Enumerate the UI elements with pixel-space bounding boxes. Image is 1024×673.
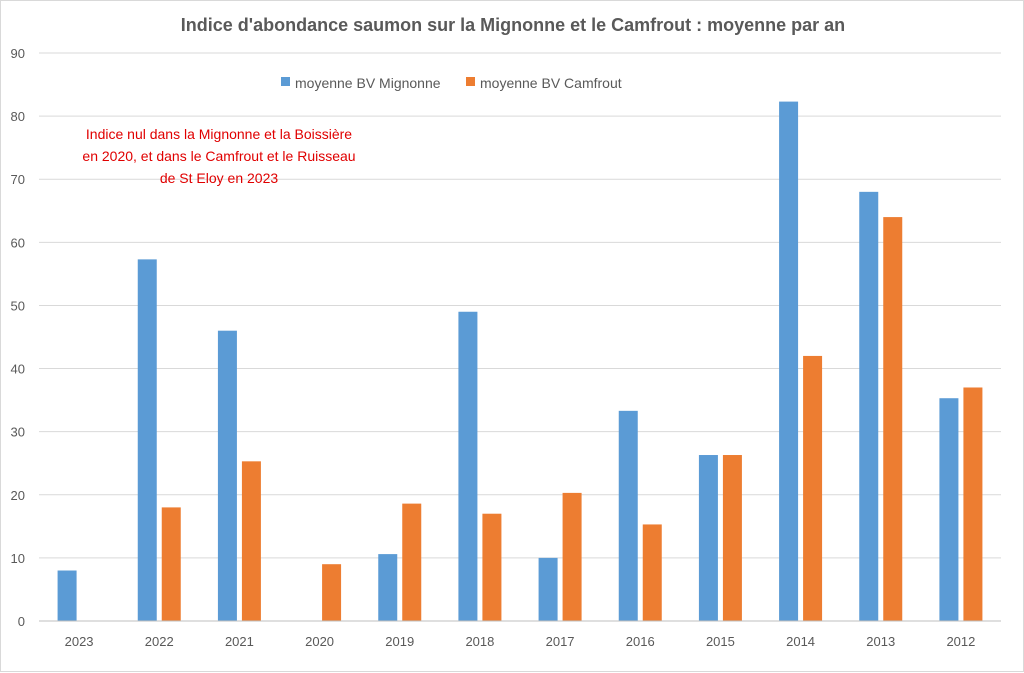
x-tick-label: 2015 [706, 634, 735, 649]
bar-mignonne-2017 [538, 557, 558, 621]
bar-camfrout-2018 [482, 513, 502, 621]
x-tick-label: 2012 [946, 634, 975, 649]
y-tick-label: 50 [11, 298, 25, 313]
y-tick-label: 90 [11, 46, 25, 61]
y-tick-label: 20 [11, 488, 25, 503]
bar-camfrout-2015 [722, 455, 742, 621]
bar-camfrout-2016 [642, 524, 662, 621]
y-tick-label: 40 [11, 362, 25, 377]
bar-mignonne-2019 [378, 554, 398, 621]
legend-swatch-mignonne [281, 77, 290, 86]
annotation-line-1: Indice nul dans la Mignonne et la Boissi… [86, 126, 352, 142]
bar-mignonne-2015 [698, 455, 718, 621]
bar-camfrout-2014 [803, 355, 823, 621]
bar-camfrout-2020 [322, 564, 342, 621]
y-tick-label: 80 [11, 109, 25, 124]
x-tick-label: 2019 [385, 634, 414, 649]
x-tick-label: 2013 [866, 634, 895, 649]
bar-camfrout-2013 [883, 217, 903, 622]
bar-mignonne-2012 [939, 398, 959, 621]
x-tick-label: 2016 [626, 634, 655, 649]
y-tick-label: 30 [11, 425, 25, 440]
bar-mignonne-2018 [458, 311, 478, 621]
y-tick-label: 10 [11, 551, 25, 566]
annotation-line-2: en 2020, et dans le Camfrout et le Ruiss… [82, 148, 355, 164]
bar-camfrout-2022 [161, 507, 181, 621]
x-tick-label: 2023 [65, 634, 94, 649]
chart-title: Indice d'abondance saumon sur la Mignonn… [181, 15, 845, 35]
legend: moyenne BV Mignonne moyenne BV Camfrout [281, 75, 622, 91]
bar-camfrout-2012 [963, 387, 983, 621]
bar-camfrout-2017 [562, 492, 582, 621]
bar-mignonne-2016 [618, 410, 638, 621]
annotation-line-3: de St Eloy en 2023 [160, 170, 279, 186]
bar-mignonne-2021 [217, 330, 237, 621]
y-tick-label: 70 [11, 172, 25, 187]
legend-swatch-camfrout [466, 77, 475, 86]
x-tick-label: 2020 [305, 634, 334, 649]
bar-mignonne-2023 [57, 570, 77, 621]
x-tick-label: 2021 [225, 634, 254, 649]
x-tick-label: 2017 [546, 634, 575, 649]
y-tick-label: 60 [11, 235, 25, 250]
bars [57, 101, 983, 622]
annotation: Indice nul dans la Mignonne et la Boissi… [82, 126, 355, 186]
x-tick-label: 2018 [465, 634, 494, 649]
bar-camfrout-2021 [241, 461, 261, 621]
bar-camfrout-2019 [402, 503, 422, 621]
x-tick-label: 2022 [145, 634, 174, 649]
bar-mignonne-2013 [859, 191, 879, 621]
bar-mignonne-2014 [779, 101, 799, 621]
legend-label-mignonne: moyenne BV Mignonne [295, 75, 441, 91]
x-tick-label: 2014 [786, 634, 815, 649]
legend-label-camfrout: moyenne BV Camfrout [480, 75, 622, 91]
bar-mignonne-2022 [137, 259, 157, 621]
axes: 0 10 20 30 40 50 60 70 80 90 2023 2022 2021 2020 2019 2… [11, 46, 1001, 649]
y-tick-label: 0 [18, 614, 25, 629]
grid [39, 52, 1001, 559]
